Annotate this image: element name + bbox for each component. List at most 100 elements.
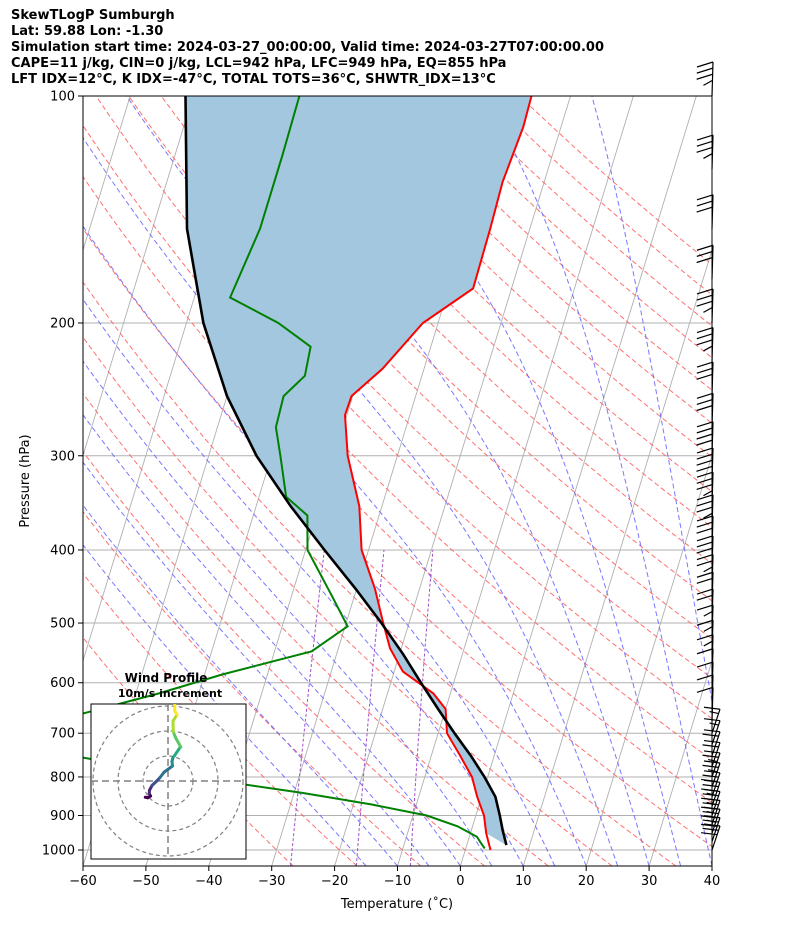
wind-barb-flag [696,244,714,251]
y-tick-label: 500 [50,617,75,632]
dry-adiabat [83,510,422,866]
wind-barb-flag [696,648,714,655]
wind-barb-flag [696,67,713,74]
wind-barb-flag [696,588,714,595]
hodograph-segment [174,736,183,749]
dry-adiabat [83,175,712,804]
dry-adiabat [128,96,712,679]
dry-adiabat [193,96,712,602]
x-axis-label: Temperature (˚C) [340,896,453,912]
wind-barb-flag [702,784,719,788]
x-tick-label: 0 [456,874,464,889]
wind-barb-flag [696,339,713,346]
x-tick-label: 40 [704,874,721,889]
wind-barb-staff [711,825,721,851]
wind-barb-flag [696,634,714,641]
axis-ticks: −60 −50 −40 −30 −20 −10 0 10 20 30 40 100 200 300 400 5… [42,90,720,890]
wind-barb-flag [701,832,718,836]
dry-adiabat [226,96,712,565]
hodograph-subtitle: 10m/s increment [118,687,222,700]
x-tick-label: −50 [132,874,159,889]
y-tick-label: 400 [50,543,75,558]
wind-barb-flag [696,373,713,380]
moist-adiabat [83,504,398,866]
y-tick-label: 300 [50,449,75,464]
wind-barb-staff [711,800,721,825]
wind-barb [696,447,714,482]
wind-barb-flag [696,326,714,334]
wind-barb-flag [696,674,714,681]
wind-barb-flag [696,140,713,147]
wind-barb-flag [696,506,713,513]
moist-adiabat [83,298,524,866]
wind-barb-flag [709,722,719,726]
wind-barb-flag [703,640,714,647]
hodograph-segment [162,764,174,774]
wind-barb-flag [696,300,713,307]
isotherm-line [711,864,712,866]
wind-barb-flag [703,152,713,159]
wind-barb-flag [696,477,713,484]
mixing-ratio-line [355,549,385,866]
wind-barb-flag [696,73,713,80]
x-tick-label: −60 [69,874,96,889]
wind-barb [696,361,714,397]
moist-adiabat [591,96,712,704]
hodograph-segment [172,746,181,758]
wind-barb-flag [696,515,714,522]
wind-barb-flag [696,527,713,534]
chart-title: SkewTLogP Sumburgh [11,8,175,23]
wind-barb [702,750,721,778]
wind-barb-flag [696,483,713,491]
plot-frame [82,95,713,867]
location-line: Lat: 59.88 Lon: -1.30 [11,24,164,39]
wind-barb-staff [711,61,714,97]
time-line: Simulation start time: 2024-03-27_00:00:… [11,40,604,55]
moist-adiabat [83,544,367,866]
wind-barb-flag [696,404,713,412]
parcel-line [184,96,508,846]
x-tick-label: 20 [578,874,595,889]
wind-barb-flag [703,306,713,313]
wind-barb-flag [696,333,713,340]
wind-barb-flag [702,774,719,778]
hodograph-inset: Wind Profile 10m/s increment [90,671,247,860]
wind-barb-flag [703,79,713,86]
isotherm-line [0,96,67,866]
wind-barb [696,494,714,529]
hodograph-title: Wind Profile [125,671,208,685]
dry-adiabat [83,281,677,866]
moist-adiabat [218,96,650,866]
dry-adiabat [356,96,712,424]
moist-adiabat [83,461,430,866]
wind-barb-staff [711,782,721,807]
wind-barb-staff [711,720,721,745]
wind-barb-flag [696,560,713,567]
wind-barb-flag [696,134,714,141]
wind-barb-flag [696,547,713,554]
wind-barb-flag [696,471,714,478]
dry-adiabat [486,96,712,296]
moist-adiabat [83,360,493,866]
wind-barb-flag [696,571,714,578]
wind-barb [696,134,714,170]
wind-barb-flag [696,619,714,626]
wind-barb-flag [696,206,713,213]
wind-barb-flag [703,345,713,352]
wind-barb-flag [703,625,714,632]
x-tick-label: −30 [258,874,285,889]
wind-barb [701,770,721,797]
wind-barb-flag [696,465,713,472]
y-tick-label: 700 [50,727,75,742]
wind-barb-flag [696,535,714,542]
wind-barb-flag [696,500,713,507]
y-axis-label: Pressure (hPa) [18,434,33,527]
wind-barb-flag [702,802,719,806]
wind-barb-flag [696,553,714,561]
wind-barb-flag [696,194,714,201]
isotherm-line [648,659,712,866]
isotherm-line [522,248,712,866]
y-tick-label: 200 [50,316,75,331]
wind-barb-staff [711,709,721,734]
